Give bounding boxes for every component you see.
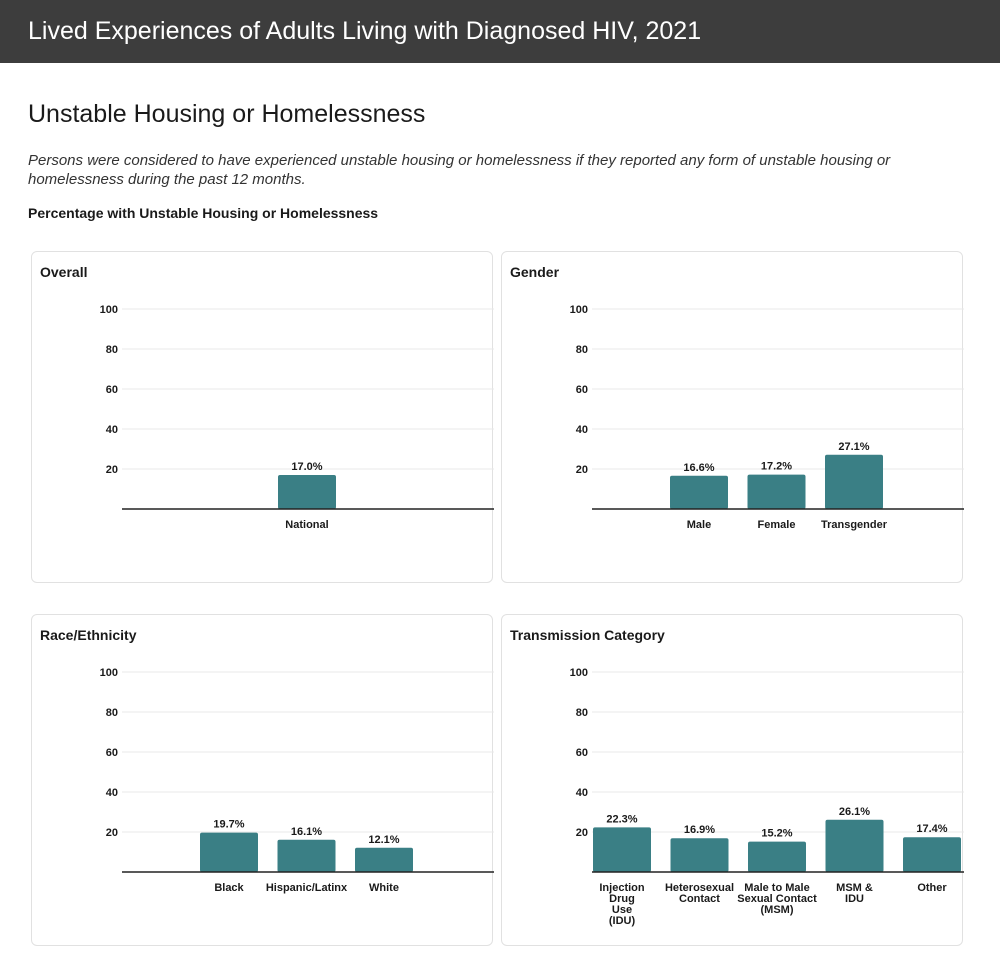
chart-card-transmission-category: Transmission Category 20 40 60 80 100 22.3% In… [501, 614, 964, 946]
y-tick-label: 60 [576, 384, 588, 396]
y-tick-label: 20 [106, 827, 118, 839]
page-title: Lived Experiences of Adults Living with … [28, 17, 702, 45]
y-tick-label: 20 [576, 827, 588, 839]
chart-gender: 20 40 60 80 100 16.6% Male 17.2% Female 27.1% Tran… [570, 304, 964, 531]
y-tick-label: 40 [106, 787, 118, 799]
chart-title-gender: Gender [510, 264, 560, 280]
bar-transgender[interactable] [825, 454, 883, 509]
data-label-injection-drug-use-idu: 22.3% [606, 813, 637, 825]
data-label-national: 17.0% [291, 461, 322, 473]
chart-card-overall: Overall 20 40 60 80 100 17.0% National [31, 251, 494, 583]
y-tick-label: 100 [100, 667, 118, 679]
y-tick-label: 80 [106, 344, 118, 356]
y-tick-label: 20 [106, 464, 118, 476]
y-tick-label: 80 [576, 707, 588, 719]
y-tick-label: 60 [106, 747, 118, 759]
chart-race-ethnicity: 20 40 60 80 100 19.7% Black 16.1% Hispanic/Latin… [100, 667, 494, 894]
category-label-male-to-male-sexual-contact-msm: Male to Male [744, 882, 809, 894]
bar-msm-idu[interactable] [825, 819, 884, 872]
y-tick-label: 80 [106, 707, 118, 719]
category-label-heterosexual-contact: Heterosexual [665, 882, 734, 894]
category-label-injection-drug-use-idu: Injection [599, 882, 645, 894]
bar-other[interactable] [903, 837, 961, 872]
category-label-female: Female [758, 519, 796, 531]
y-tick-label: 60 [576, 747, 588, 759]
y-tick-label: 100 [100, 304, 118, 316]
category-label-male-to-male-sexual-contact-msm: (MSM) [761, 904, 794, 916]
data-label-black: 19.7% [213, 819, 244, 831]
data-label-male-to-male-sexual-contact-msm: 15.2% [761, 828, 792, 840]
category-label-other: Other [917, 882, 947, 894]
chart-title-transmission-category: Transmission Category [510, 627, 665, 643]
category-label-msm-idu: MSM & [836, 882, 873, 894]
category-label-white: White [369, 882, 399, 894]
data-label-hispanic-latinx: 16.1% [291, 826, 322, 838]
data-label-msm-idu: 26.1% [839, 806, 870, 818]
chart-title-overall: Overall [40, 264, 88, 280]
bar-male[interactable] [670, 475, 728, 509]
y-tick-label: 20 [576, 464, 588, 476]
category-label-injection-drug-use-idu: Drug [609, 893, 635, 905]
y-tick-label: 100 [570, 667, 588, 679]
data-label-heterosexual-contact: 16.9% [684, 824, 715, 836]
y-tick-label: 100 [570, 304, 588, 316]
bar-white[interactable] [355, 847, 413, 872]
page-header: Lived Experiences of Adults Living with … [0, 0, 1000, 63]
y-tick-label: 40 [576, 787, 588, 799]
category-label-injection-drug-use-idu: (IDU) [609, 915, 636, 927]
category-label-hispanic-latinx: Hispanic/Latinx [266, 882, 348, 894]
section-description: Persons were considered to have experien… [28, 152, 891, 188]
data-label-male: 16.6% [683, 462, 714, 474]
category-label-heterosexual-contact: Contact [679, 893, 720, 905]
category-label-male-to-male-sexual-contact-msm: Sexual Contact [737, 893, 817, 905]
bar-heterosexual-contact[interactable] [670, 838, 729, 872]
chart-subheading: Percentage with Unstable Housing or Home… [28, 205, 379, 221]
y-tick-label: 40 [106, 424, 118, 436]
category-label-transgender: Transgender [821, 519, 888, 531]
bar-black[interactable] [200, 832, 258, 872]
chart-card-race-ethnicity: Race/Ethnicity 20 40 60 80 100 19.7% Black 16.1… [31, 614, 494, 946]
bar-male-to-male-sexual-contact-msm[interactable] [748, 841, 806, 872]
data-label-other: 17.4% [916, 823, 947, 835]
chart-overall: 20 40 60 80 100 17.0% National [100, 304, 494, 531]
section-title: Unstable Housing or Homelessness [28, 100, 426, 128]
data-label-white: 12.1% [368, 834, 399, 846]
category-label-national: National [285, 519, 328, 531]
data-label-transgender: 27.1% [838, 441, 869, 453]
bar-injection-drug-use-idu[interactable] [593, 827, 651, 872]
y-tick-label: 80 [576, 344, 588, 356]
chart-title-race-ethnicity: Race/Ethnicity [40, 627, 137, 643]
y-tick-label: 60 [106, 384, 118, 396]
chart-card-gender: Gender 20 40 60 80 100 16.6% Male 17.2% Female 27… [501, 251, 964, 583]
category-label-injection-drug-use-idu: Use [612, 904, 632, 916]
category-label-male: Male [687, 519, 711, 531]
bar-national[interactable] [278, 475, 336, 509]
bar-female[interactable] [747, 474, 806, 509]
category-label-msm-idu: IDU [845, 893, 864, 905]
y-tick-label: 40 [576, 424, 588, 436]
bar-hispanic-latinx[interactable] [277, 839, 336, 872]
category-label-black: Black [214, 882, 244, 894]
data-label-female: 17.2% [761, 461, 792, 473]
